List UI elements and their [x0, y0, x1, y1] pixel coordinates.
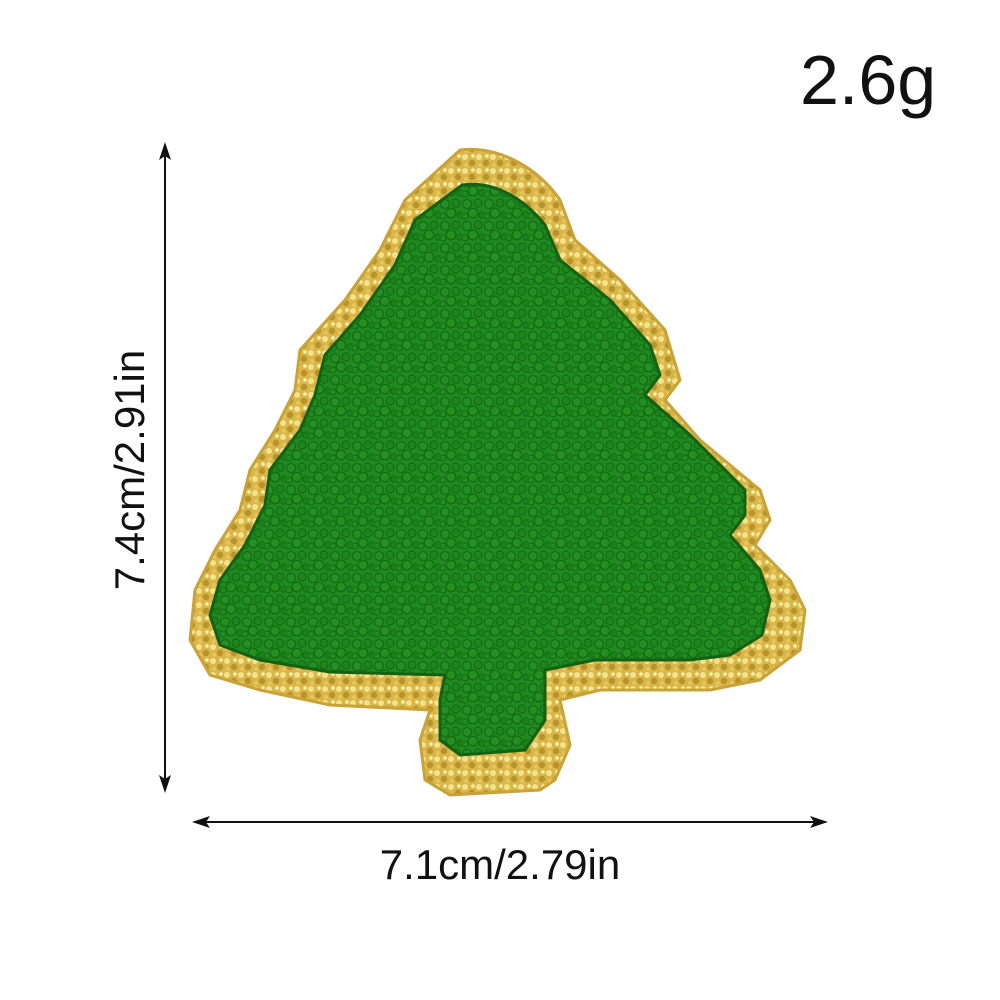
christmas-tree-patch-icon: [188, 147, 807, 797]
weight-label: 2.6g: [800, 41, 937, 119]
width-label: 7.1cm/2.79in: [379, 841, 621, 888]
height-label: 7.4cm/2.91in: [106, 349, 153, 591]
horizontal-dimension-arrow: [192, 816, 828, 828]
vertical-dimension-arrow: [159, 142, 171, 793]
height-label-container: 7.4cm/2.91in: [100, 155, 160, 785]
